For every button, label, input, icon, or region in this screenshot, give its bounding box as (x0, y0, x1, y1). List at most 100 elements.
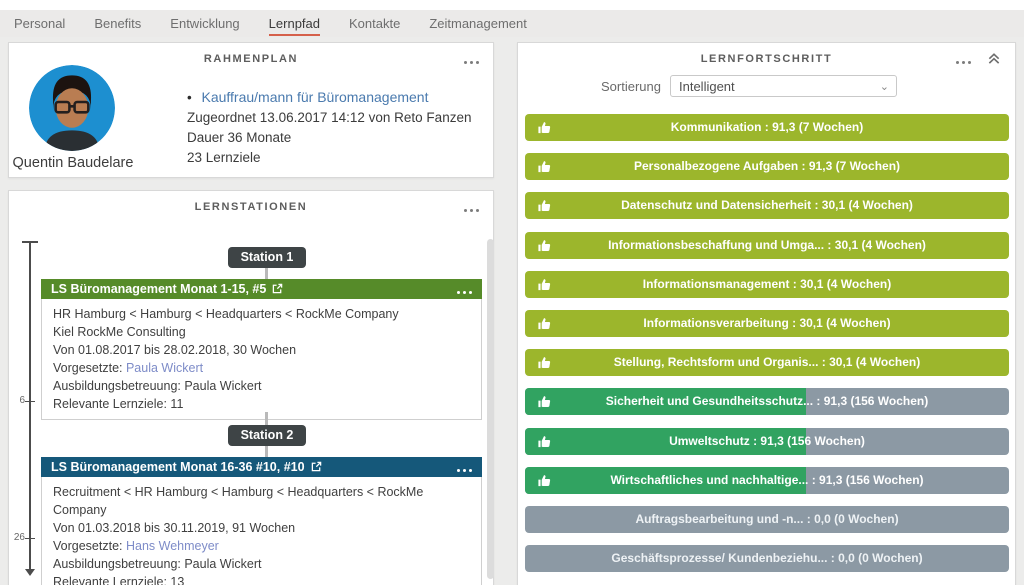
station-badge[interactable]: Station 2 (228, 425, 306, 446)
person-link[interactable]: Hans Wehmeyer (125, 539, 219, 553)
tab-lernpfad[interactable]: Lernpfad (268, 12, 320, 36)
person-link[interactable]: Paula Wickert (125, 361, 204, 375)
progress-track (525, 192, 1009, 220)
sort-select[interactable]: Intelligent ⌄ (670, 75, 897, 97)
station-detail-row: Ausbildungsbetreuung: Paula Wickert (53, 557, 262, 571)
progress-label: Sicherheit und Gesundheitsschutz... : 91… (605, 394, 929, 409)
progress-label: Auftragsbearbeitung und -n... : 0,0 (0 W… (635, 512, 899, 526)
station-badge[interactable]: Station 1 (228, 247, 306, 268)
station-menu-icon[interactable] (457, 465, 472, 475)
station-connector (265, 268, 268, 279)
top-strip (0, 0, 1024, 10)
lernfortschritt-title: LERNFORTSCHRITT (700, 53, 833, 65)
tab-personal[interactable]: Personal (14, 15, 66, 31)
plan-assigned: Zugeordnet 13.06.2017 14:12 von Reto Fan… (187, 110, 472, 125)
thumbs-up-icon (538, 396, 551, 408)
station-title: LS Büromanagement Monat 1-15, #5 (51, 282, 267, 296)
progress-label: Informationsmanagement : 30,1 (4 Wochen) (642, 276, 892, 291)
chevron-down-icon: ⌄ (879, 81, 889, 93)
detail-label: Vorgesetzte: (53, 539, 126, 553)
progress-bar[interactable]: Wirtschaftliches und nachhaltige... : 91… (525, 466, 1009, 494)
main-tabbar: Personal Benefits Entwicklung Lernpfad Konta… (0, 10, 1024, 37)
axis-tick-label: 26 (13, 532, 25, 543)
plan-goals: 23 Lernziele (187, 150, 261, 165)
tab-kontakte[interactable]: Kontakte (349, 15, 401, 31)
stations-scrollbar[interactable] (487, 239, 494, 579)
station-menu-icon[interactable] (457, 287, 472, 297)
progress-track (525, 270, 1009, 298)
tab-entwicklung[interactable]: Entwicklung (170, 15, 240, 31)
axis-tick (25, 401, 35, 402)
progress-label: Geschäftsprozesse/ Kundenbeziehu... : 0,… (611, 551, 923, 566)
plan-info: • Kauffrau/mann für Büromanagement Zugeo… (187, 87, 471, 168)
progress-label: Personalbezogene Aufgaben : 91,3 (7 Woch… (633, 159, 901, 174)
station-detail-row: Kiel RockMe Consulting (53, 325, 186, 339)
progress-bar[interactable]: Stellung, Rechtsform und Organis... : 30… (525, 349, 1009, 377)
progress-bar[interactable]: Personalbezogene Aufgaben : 91,3 (7 Woch… (525, 153, 1009, 181)
collapse-panel-icon[interactable] (987, 51, 1001, 65)
progress-fill (525, 427, 806, 455)
station-body: Recruitment < HR Hamburg < Hamburg < Hea… (41, 477, 482, 585)
tab-benefits[interactable]: Benefits (94, 15, 142, 31)
progress-label: Umweltschutz : 91,3 (156 Wochen) (669, 433, 865, 448)
plan-duration: Dauer 36 Monate (187, 130, 292, 145)
lernfortschritt-menu-icon[interactable] (956, 57, 971, 67)
progress-label: Stellung, Rechtsform und Organis... : 30… (613, 355, 921, 370)
progress-label: Wirtschaftliches und nachhaltige... : 91… (610, 472, 924, 487)
progress-bar[interactable]: Kommunikation : 91,3 (7 Wochen) (525, 114, 1009, 141)
progress-label: Informationsverarbeitung : 30,1 (4 Woche… (643, 316, 891, 330)
progress-bar[interactable]: Informationsverarbeitung : 30,1 (4 Woche… (525, 310, 1009, 337)
station-header[interactable]: LS Büromanagement Monat 16-36 #10, #10 (41, 457, 482, 477)
station-detail-row: Relevante Lernziele: 13 (53, 575, 185, 585)
thumbs-up-icon (538, 435, 551, 447)
progress-bar[interactable]: Informationsmanagement : 30,1 (4 Wochen) (525, 270, 1009, 298)
progress-track (525, 153, 1009, 181)
thumbs-up-icon (538, 200, 551, 212)
sort-row: Sortierung Intelligent ⌄ (518, 75, 1015, 99)
lernstationen-menu-icon[interactable] (464, 205, 479, 215)
rahmenplan-title: RAHMENPLAN (203, 53, 299, 65)
progress-track (525, 310, 1009, 337)
lernstationen-title: LERNSTATIONEN (194, 201, 308, 213)
plan-link[interactable]: Kauffrau/mann für Büromanagement (201, 89, 429, 105)
thumbs-up-icon (538, 278, 551, 290)
station-detail-row: Ausbildungsbetreuung: Paula Wickert (53, 379, 262, 393)
progress-label: Kommunikation : 91,3 (7 Wochen) (670, 120, 864, 134)
station-connector (265, 446, 268, 457)
tab-zeitmanagement[interactable]: Zeitmanagement (429, 15, 527, 31)
thumbs-up-icon (538, 357, 551, 369)
station-header[interactable]: LS Büromanagement Monat 1-15, #5 (41, 279, 482, 299)
thumbs-up-icon (538, 318, 551, 330)
station-detail-row: Relevante Lernziele: 11 (53, 397, 184, 411)
axis-tick-label: 6 (19, 395, 25, 406)
timeline-axis (29, 241, 31, 569)
station-title: LS Büromanagement Monat 16-36 #10, #10 (51, 460, 305, 474)
progress-label: Informationsbeschaffung und Umga... : 30… (608, 237, 926, 252)
station-detail-row: Recruitment < HR Hamburg < Hamburg < Hea… (53, 485, 424, 517)
station-connector (265, 412, 268, 425)
sort-label: Sortierung (601, 79, 661, 94)
station-body: HR Hamburg < Hamburg < Headquarters < Ro… (41, 299, 482, 420)
progress-bar[interactable]: Datenschutz und Datensicherheit : 30,1 (… (525, 192, 1009, 220)
sort-select-value: Intelligent (679, 79, 735, 94)
thumbs-up-icon (538, 122, 551, 134)
progress-bar[interactable]: Geschäftsprozesse/ Kundenbeziehu... : 0,… (525, 545, 1009, 573)
station-detail-row: Vorgesetzte: Hans Wehmeyer (53, 537, 470, 555)
person-name: Quentin Baudelare (12, 155, 134, 171)
progress-bar[interactable]: Sicherheit und Gesundheitsschutz... : 91… (525, 388, 1009, 416)
progress-track (525, 545, 1009, 573)
progress-bar[interactable]: Auftragsbearbeitung und -n... : 0,0 (0 W… (525, 506, 1009, 533)
lernfortschritt-card: LERNFORTSCHRITT Sortierung Intelligent ⌄… (517, 42, 1016, 585)
progress-bar[interactable]: Umweltschutz : 91,3 (156 Wochen) (525, 427, 1009, 455)
station-detail-row: Von 01.08.2017 bis 28.02.2018, 30 Wochen (53, 343, 297, 357)
timeline-axis-arrow-icon (25, 569, 35, 576)
station-detail-row: Von 01.03.2018 bis 30.11.2019, 91 Wochen (53, 521, 296, 535)
rahmenplan-card: RAHMENPLAN Quentin Baudelare (8, 42, 494, 178)
progress-track (525, 506, 1009, 533)
thumbs-up-icon (538, 161, 551, 173)
station-detail-row: HR Hamburg < Hamburg < Headquarters < Ro… (53, 307, 399, 321)
progress-track (525, 349, 1009, 377)
progress-bar[interactable]: Informationsbeschaffung und Umga... : 30… (525, 231, 1009, 259)
rahmenplan-menu-icon[interactable] (464, 57, 479, 67)
